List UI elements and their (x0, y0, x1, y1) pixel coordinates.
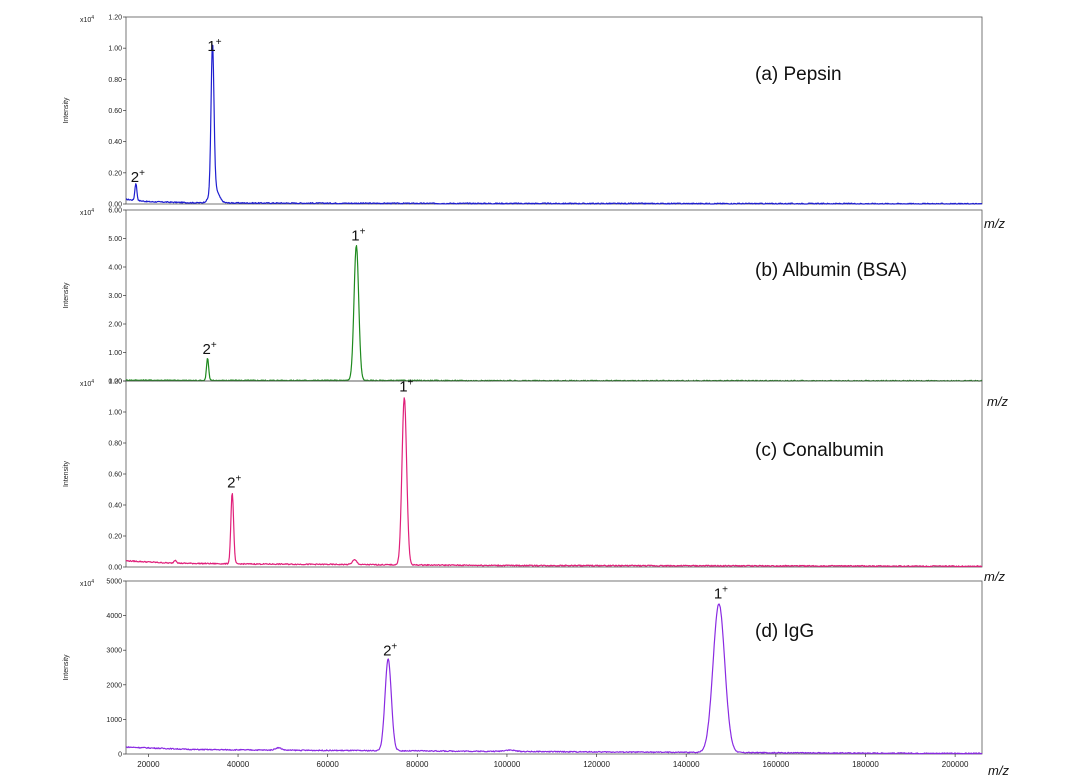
panel-title: (a) Pepsin (755, 64, 842, 85)
y-tick-label: 0 (118, 752, 122, 759)
peak-charge-sign: + (235, 474, 241, 485)
y-tick-label: 0.60 (108, 108, 122, 115)
peak-charge: 2 (202, 341, 210, 358)
peak-label: 1+ (399, 378, 413, 396)
x-tick-label: 60000 (317, 760, 340, 769)
x-tick-label: 100000 (494, 760, 521, 769)
x-tick-label: 120000 (583, 760, 610, 769)
y-tick-label: 0.80 (108, 77, 122, 84)
y-multiplier: x104 (80, 379, 94, 388)
y-tick-label: 0.20 (108, 534, 122, 541)
peak-charge-sign: + (211, 340, 217, 351)
peak-charge: 2 (383, 643, 391, 660)
peak-charge-sign: + (360, 227, 366, 238)
y-tick-label: 5.00 (108, 236, 122, 243)
y-tick-label: 0.00 (108, 202, 122, 209)
peak-label: 2+ (202, 340, 216, 358)
y-tick-label: 2.00 (108, 322, 122, 329)
y-multiplier-base: x10 (80, 581, 91, 588)
x-tick-label: 80000 (406, 760, 429, 769)
peak-charge: 2 (131, 169, 139, 186)
y-tick-label: 1.00 (108, 46, 122, 53)
y-tick-label: 5000 (106, 579, 122, 586)
peak-charge: 1 (207, 38, 215, 55)
x-unit-label: m/z (987, 394, 1008, 409)
y-axis-label: Intensity (63, 282, 70, 309)
x-tick-label: 180000 (852, 760, 879, 769)
y-tick-label: 0.00 (108, 379, 122, 386)
peak-charge-sign: + (722, 584, 728, 595)
x-unit-label: m/z (988, 763, 1009, 778)
panel-title: (d) IgG (755, 621, 814, 642)
y-tick-label: 0.20 (108, 170, 122, 177)
y-tick-label: 0.00 (108, 565, 122, 572)
y-tick-label: 6.00 (108, 208, 122, 215)
y-tick-label: 3.00 (108, 293, 122, 300)
x-tick-label: 200000 (942, 760, 969, 769)
y-multiplier: x104 (80, 208, 94, 217)
y-multiplier-base: x10 (80, 17, 91, 24)
y-tick-label: 1.20 (108, 379, 122, 386)
peak-charge: 1 (399, 379, 407, 396)
x-unit-label: m/z (984, 569, 1005, 584)
x-tick-label: 40000 (227, 760, 250, 769)
peak-label: 1+ (207, 37, 221, 55)
panel-title: (b) Albumin (BSA) (755, 260, 907, 281)
x-unit-label: m/z (984, 216, 1005, 231)
x-tick-label: 20000 (137, 760, 160, 769)
y-multiplier-exponent: 4 (91, 579, 94, 585)
spectrum-trace (125, 603, 983, 755)
plot-frame (125, 16, 983, 205)
spectrum-panel-2: 0.00 1.00 2.00 3.00 4.00 5.00 6.00 Intensity x10… (63, 208, 1008, 410)
y-multiplier-base: x10 (80, 381, 91, 388)
y-tick-label: 4000 (106, 613, 122, 620)
spectrum-panel-3: 0.00 0.20 0.40 0.60 0.80 1.00 1.20 Intensity x10… (63, 378, 1005, 585)
plot-frame (125, 380, 983, 568)
y-axis-label: Intensity (63, 460, 70, 487)
plot-frame (125, 209, 983, 382)
spectrum-panel-1: 0.00 0.20 0.40 0.60 0.80 1.00 1.20 Intensity x10… (63, 15, 1005, 232)
peak-charge-sign: + (139, 168, 145, 179)
y-multiplier: x104 (80, 579, 94, 588)
spectrum-trace (125, 397, 983, 568)
peak-charge: 1 (351, 228, 359, 245)
peak-label: 2+ (131, 168, 145, 186)
y-tick-label: 1.20 (108, 15, 122, 22)
plot-frame (125, 580, 983, 755)
y-tick-label: 0.60 (108, 472, 122, 479)
peak-charge-sign: + (216, 37, 222, 48)
y-multiplier-exponent: 4 (91, 208, 94, 214)
peak-charge-sign: + (408, 378, 414, 389)
y-axis-label: Intensity (63, 654, 70, 681)
y-tick-label: 1000 (106, 717, 122, 724)
y-multiplier-exponent: 4 (91, 15, 94, 21)
peak-label: 1+ (714, 584, 728, 602)
peak-charge-sign: + (391, 642, 397, 653)
peak-label: 2+ (383, 642, 397, 660)
spectrum-trace (125, 44, 983, 205)
y-multiplier-base: x10 (80, 210, 91, 217)
y-tick-label: 4.00 (108, 265, 122, 272)
peak-label: 1+ (351, 227, 365, 245)
y-tick-label: 0.40 (108, 503, 122, 510)
peak-charge: 2 (227, 475, 235, 492)
y-tick-label: 1.00 (108, 410, 122, 417)
spectrum-panel-4: 010002000300040005000Intensityx1042+1+(d… (63, 579, 1009, 779)
peak-charge: 1 (714, 585, 722, 602)
y-multiplier-exponent: 4 (91, 379, 94, 385)
y-tick-label: 0.80 (108, 441, 122, 448)
x-tick-label: 140000 (673, 760, 700, 769)
y-tick-label: 0.40 (108, 139, 122, 146)
x-tick-label: 160000 (762, 760, 789, 769)
y-multiplier: x104 (80, 15, 94, 24)
y-tick-label: 2000 (106, 682, 122, 689)
y-tick-label: 3000 (106, 648, 122, 655)
y-tick-label: 1.00 (108, 350, 122, 357)
peak-label: 2+ (227, 474, 241, 492)
y-axis-label: Intensity (63, 97, 70, 124)
panel-title: (c) Conalbumin (755, 440, 884, 461)
